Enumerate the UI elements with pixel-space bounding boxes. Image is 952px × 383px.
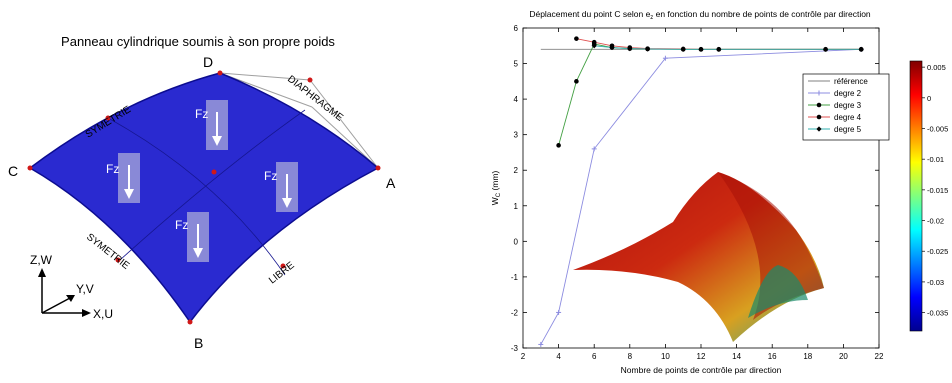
x-axis-ticks: 2 4 6 8 10 12 14 16 18 20 22 — [521, 28, 884, 361]
series-layer — [538, 36, 864, 347]
x-tick-label: 4 — [556, 352, 561, 361]
x-tick-label: 22 — [875, 352, 884, 361]
colorbar-gradient — [909, 60, 923, 332]
axis-label-y: Y,V — [76, 282, 94, 296]
y-tick-label: -3 — [511, 344, 519, 353]
colorbar-tick-label: -0.005 — [927, 125, 948, 134]
axis-label-z: Z,W — [30, 253, 53, 267]
legend-label: degre 2 — [834, 89, 862, 98]
data-point — [556, 309, 562, 315]
chart-title-subscript: z — [650, 15, 653, 21]
corner-label-c: C — [8, 163, 18, 179]
legend-item: degre 3 — [808, 101, 862, 110]
y-tick-label: 2 — [514, 166, 519, 175]
x-axis-label: Nombre de points de contrôle par directi… — [621, 365, 782, 375]
legend-label: degre 5 — [834, 125, 862, 134]
x-tick-label: 6 — [592, 352, 597, 361]
y-tick-label: 3 — [514, 131, 519, 140]
x-tick-label: 2 — [521, 352, 526, 361]
data-point — [538, 341, 544, 347]
force-label: Fz — [195, 107, 208, 121]
y-axis-ticks: -3 -2 -1 0 1 2 3 4 5 6 — [511, 24, 879, 353]
corner-label-b: B — [194, 335, 203, 351]
x-tick-label: 10 — [661, 352, 670, 361]
figure-title: Panneau cylindrique soumis à son propre … — [61, 34, 335, 49]
colorbar-tick-label: -0.02 — [927, 217, 944, 226]
force-label: Fz — [175, 218, 188, 232]
legend-item: référence — [808, 77, 868, 86]
data-point — [816, 90, 822, 96]
legend-item: degre 4 — [808, 113, 862, 122]
shell-panel — [28, 72, 380, 324]
control-net — [219, 72, 379, 169]
colorbar-tick-label: -0.035 — [927, 309, 948, 318]
edge-label-free: LIBRE — [267, 260, 297, 287]
convergence-chart: Déplacement du point C selon ez en fonct… — [478, 0, 952, 378]
data-point — [816, 114, 822, 120]
y-tick-label: 1 — [514, 202, 519, 211]
data-point — [556, 143, 561, 148]
legend-item: degre 5 — [808, 125, 862, 134]
colorbar-tick-label: -0.015 — [927, 186, 948, 195]
colorbar-tick-label: 0.005 — [927, 63, 946, 72]
data-point — [662, 55, 668, 61]
y-tick-label: -2 — [511, 308, 519, 317]
data-point — [823, 46, 829, 52]
corner-label-d: D — [203, 54, 213, 70]
x-tick-label: 20 — [839, 352, 848, 361]
legend-label: référence — [834, 77, 868, 86]
chart-svg: Déplacement du point C selon ez en fonct… — [490, 9, 948, 375]
colorbar-tick-label: -0.025 — [927, 247, 948, 256]
data-point — [816, 126, 822, 132]
force-label: Fz — [264, 169, 277, 183]
data-point — [574, 79, 579, 84]
data-point — [591, 39, 597, 45]
data-point — [574, 36, 579, 41]
axis-label-x: X,U — [93, 307, 113, 321]
legend: référence degre 2 degre 3 degre 4 degre 5 — [802, 73, 890, 141]
corner-label-a: A — [386, 175, 396, 191]
x-tick-label: 14 — [732, 352, 741, 361]
colorbar-tick-label: 0 — [927, 94, 931, 103]
data-point — [591, 146, 597, 152]
y-tick-label: 5 — [514, 60, 519, 69]
y-tick-label: 6 — [514, 24, 519, 33]
data-point — [698, 46, 704, 52]
x-tick-label: 12 — [697, 352, 706, 361]
data-point — [609, 44, 615, 51]
y-tick-label: 0 — [514, 237, 519, 246]
y-axis-label: WC (mm) — [490, 171, 502, 206]
legend-label: degre 4 — [834, 113, 862, 122]
x-tick-label: 18 — [803, 352, 812, 361]
chart-title: Déplacement du point C selon ez en fonct… — [529, 9, 871, 21]
y-tick-label: 4 — [514, 95, 519, 104]
force-label: Fz — [106, 162, 119, 176]
shell-mesh-lines — [107, 109, 306, 276]
x-tick-label: 16 — [768, 352, 777, 361]
data-point — [858, 46, 864, 52]
data-point — [816, 102, 822, 108]
legend-item: degre 2 — [808, 89, 862, 98]
deformed-shell-inset — [573, 172, 824, 342]
control-points — [27, 70, 381, 325]
force-arrows — [118, 100, 298, 262]
panel-figure: Panneau cylindrique soumis à son propre … — [0, 0, 470, 378]
colorbar: 0.005 0 -0.005 -0.01 -0.015 -0.02 -0.025 -0.03 -… — [909, 60, 948, 332]
x-tick-label: 8 — [628, 352, 633, 361]
y-axis-label-subscript: C — [496, 192, 502, 197]
colorbar-tick-label: -0.01 — [927, 155, 944, 164]
colorbar-tick-label: -0.03 — [927, 278, 944, 287]
legend-label: degre 3 — [834, 101, 862, 110]
y-tick-label: -1 — [511, 273, 519, 282]
panel-diagram-svg: Panneau cylindrique soumis à son propre … — [8, 34, 396, 351]
axis-triad — [38, 268, 91, 317]
